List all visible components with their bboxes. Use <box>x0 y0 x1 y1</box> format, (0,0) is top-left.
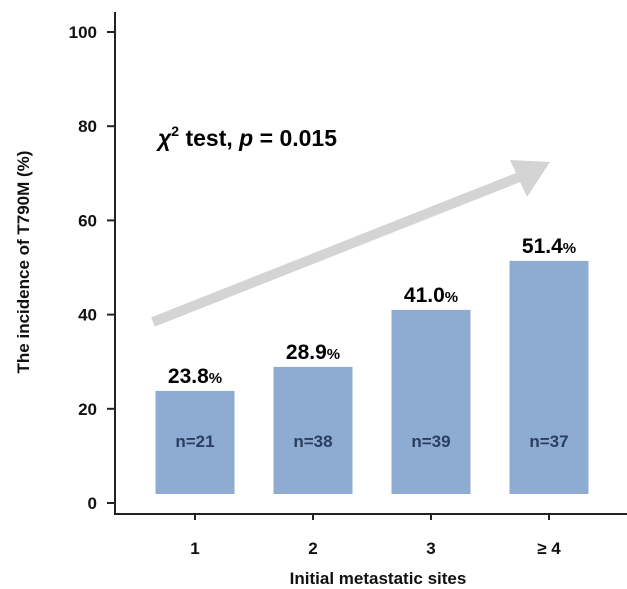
x-axis-title: Initial metastatic sites <box>290 569 467 588</box>
bar-value-unit: % <box>563 240 576 257</box>
bars-group: 23.8% n=21 28.9% n=38 41.0% n=39 51.4% n=37 <box>155 235 589 494</box>
x-tick-label: ≥ 4 <box>537 539 561 558</box>
bar <box>509 260 589 494</box>
bar <box>391 309 471 494</box>
bar-count-label: n=21 <box>175 432 214 451</box>
bar-value-label: 51.4% <box>522 235 576 258</box>
bar-value-number: 23.8 <box>168 365 209 388</box>
test-text: test, <box>179 125 239 151</box>
y-tick-label: 0 <box>88 494 97 513</box>
y-tick-label: 40 <box>78 306 97 325</box>
y-axis-title: The incidence of T790M (%) <box>14 151 33 374</box>
bar-value-unit: % <box>445 289 458 306</box>
p-value-text: = 0.015 <box>253 125 337 151</box>
y-axis: 0 20 40 60 80 100 <box>69 12 116 514</box>
bar-value-unit: % <box>209 370 222 387</box>
x-tick-label: 3 <box>426 539 435 558</box>
bar-value-number: 41.0 <box>404 284 445 307</box>
x-axis-ticks: 1 2 3 ≥ 4 <box>190 514 561 558</box>
trend-arrow-shaft <box>151 169 529 327</box>
x-axis: 1 2 3 ≥ 4 <box>114 513 627 558</box>
y-axis-ticks: 0 20 40 60 80 100 <box>69 23 115 513</box>
bar <box>273 366 353 494</box>
y-tick-label: 60 <box>78 211 97 230</box>
y-tick-label: 20 <box>78 400 97 419</box>
chi-square-annotation: χ2 test, p = 0.015 <box>155 123 337 151</box>
bar-value-number: 51.4 <box>522 235 563 258</box>
bar-value-number: 28.9 <box>286 341 327 364</box>
bar-value-label: 28.9% <box>286 341 340 364</box>
trend-arrow <box>151 160 550 327</box>
bar-value-label: 41.0% <box>404 284 458 307</box>
trend-arrow-head <box>510 160 550 197</box>
y-tick-label: 80 <box>78 117 97 136</box>
chi-superscript: 2 <box>171 123 179 139</box>
x-tick-label: 1 <box>190 539 199 558</box>
bar-count-label: n=39 <box>411 432 450 451</box>
bar-value-unit: % <box>327 346 340 363</box>
y-tick-label: 100 <box>69 23 97 42</box>
bar-count-label: n=37 <box>529 432 568 451</box>
x-tick-label: 2 <box>308 539 317 558</box>
bar-value-label: 23.8% <box>168 365 222 388</box>
bar-count-label: n=38 <box>293 432 332 451</box>
p-symbol: p <box>238 125 253 151</box>
bar <box>155 390 235 494</box>
chi-symbol: χ <box>155 125 172 151</box>
